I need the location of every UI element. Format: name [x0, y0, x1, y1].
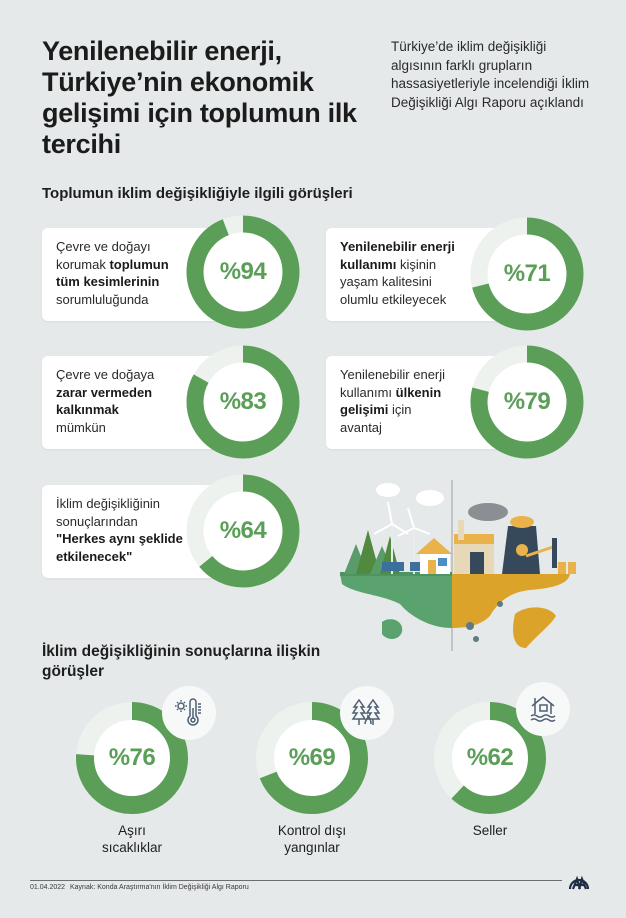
- consequence-label: Seller: [472, 823, 508, 838]
- consequence-label: Kontrol dışı yangınlar: [277, 823, 347, 855]
- aa-logo-icon: [568, 870, 590, 890]
- percent-value: %94: [219, 258, 267, 285]
- intro-text: Türkiye’de iklim değişikliği algısının f…: [391, 39, 590, 110]
- donut-ring: [470, 217, 584, 331]
- opinion-text: Yenilenebilir enerji kullanımı ülkenin g…: [340, 367, 446, 435]
- donut-chart-62: %62: [434, 702, 546, 814]
- page-title: Yenilenebilir enerji, Türkiye’nin ekonom…: [42, 36, 357, 159]
- donut-ring: [186, 345, 300, 459]
- percent-value: %71: [503, 260, 551, 287]
- publish-date: 01.04.2022: [30, 884, 66, 891]
- donut-chart-83: %83: [186, 345, 300, 459]
- section-title-opinions: Toplumun iklim değişikliğiyle ilgili gör…: [42, 185, 353, 202]
- percent-value: %69: [288, 744, 336, 771]
- footer-divider: [30, 880, 562, 881]
- green-vs-industrial-illustration: [330, 476, 610, 651]
- donut-ring: [470, 345, 584, 459]
- opinion-text: Çevre ve doğayı korumak toplumun tüm kes…: [56, 239, 169, 307]
- donut-chart-64: %64: [186, 474, 300, 588]
- percent-value: %62: [466, 744, 514, 771]
- donut-ring: [256, 702, 368, 814]
- consequence-label: Aşırı sıcaklıklar: [101, 823, 162, 855]
- donut-ring: [434, 702, 546, 814]
- source-credit: Kaynak: Konda Araştırma'nın İklim Değişi…: [70, 884, 249, 891]
- section-title-consequences: İklim değişikliğinin sonuçlarına ilişkin…: [42, 643, 321, 680]
- percent-value: %79: [503, 388, 551, 415]
- percent-value: %64: [219, 517, 267, 544]
- donut-ring: [186, 215, 300, 329]
- flooded-house-icon: [516, 682, 570, 736]
- donut-chart-76: %76: [76, 702, 188, 814]
- donut-ring: [76, 702, 188, 814]
- opinion-text: Yenilenebilir enerji kullanımı kişinin y…: [340, 239, 455, 307]
- thermometer-sun-icon: [162, 686, 216, 740]
- donut-chart-71: %71: [470, 217, 584, 331]
- percent-value: %83: [219, 388, 267, 415]
- donut-ring: [186, 474, 300, 588]
- opinion-text: İklim değişikliğinin sonuçlarından "Herk…: [56, 496, 183, 564]
- percent-value: %76: [108, 744, 156, 771]
- donut-chart-94: %94: [186, 215, 300, 329]
- donut-chart-79: %79: [470, 345, 584, 459]
- opinion-text: Çevre ve doğaya zarar vermeden kalkınmak…: [56, 367, 155, 435]
- donut-chart-69: %69: [256, 702, 368, 814]
- forest-fire-icon: [340, 686, 394, 740]
